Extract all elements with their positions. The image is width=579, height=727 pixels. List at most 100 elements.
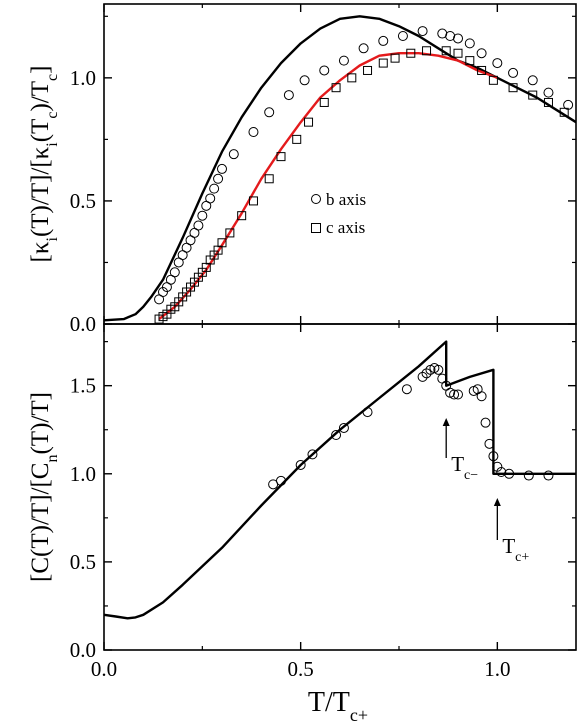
top-square-point bbox=[363, 65, 373, 75]
top-circle-point bbox=[476, 48, 487, 59]
top-circle-point bbox=[417, 26, 428, 37]
bottom-circle-point bbox=[401, 384, 412, 395]
x-axis-label: T/Tc+ bbox=[308, 687, 368, 725]
top-circle-point bbox=[492, 58, 503, 69]
top-circle-point bbox=[217, 163, 227, 174]
top-square-point bbox=[441, 46, 451, 56]
top-square-point bbox=[488, 75, 498, 85]
top-square-point bbox=[453, 48, 463, 58]
top-square-point bbox=[217, 238, 227, 248]
x-tick-label: 0.5 bbox=[288, 657, 314, 681]
top-circle-point bbox=[319, 65, 330, 76]
top-circle-point bbox=[299, 75, 310, 86]
bottom-circle-point bbox=[449, 389, 460, 400]
top-circle-point bbox=[453, 33, 463, 44]
top-circle-point bbox=[283, 90, 294, 101]
top-circle-point bbox=[445, 31, 456, 41]
legend-b-axis-label: b axis bbox=[326, 190, 366, 209]
bottom-panel-frame bbox=[103, 323, 577, 651]
bottom-circle-point bbox=[484, 438, 495, 449]
bottom-circle-point bbox=[433, 364, 444, 375]
top-circle-point bbox=[213, 173, 224, 184]
top-ticks: 0.0 0.5 1.0 bbox=[70, 4, 576, 336]
bottom-circle-point bbox=[307, 449, 318, 460]
top-circle-point bbox=[378, 35, 389, 46]
annotation-arrow-head bbox=[493, 498, 501, 506]
bottom-theory-line bbox=[103, 340, 576, 620]
top-circle-point bbox=[508, 67, 519, 78]
bottom-circle-point bbox=[543, 470, 554, 481]
top-circle-point bbox=[248, 127, 259, 137]
bottom-y-axis-label: [C(T)/T]/[Cn(T)/T] bbox=[27, 392, 61, 582]
top-circle-point bbox=[464, 38, 475, 49]
top-circle-point bbox=[527, 75, 538, 86]
annotation-label-sub: c− bbox=[464, 468, 478, 483]
top-square-point bbox=[508, 83, 518, 93]
bottom-circle-point bbox=[276, 475, 286, 486]
legend-b-axis-marker bbox=[311, 194, 321, 204]
top-circle-point bbox=[197, 210, 208, 221]
bottom-theory-lines bbox=[103, 340, 576, 620]
annotation-label-main: T bbox=[451, 452, 464, 476]
bottom-circle-point bbox=[338, 422, 349, 433]
top-y-tick-label: 1.0 bbox=[70, 66, 96, 90]
top-circle-point bbox=[264, 107, 275, 118]
legend-c-axis-marker bbox=[311, 223, 321, 233]
bottom-circle-point bbox=[492, 461, 503, 472]
annotation-label-sub: c+ bbox=[515, 550, 529, 565]
top-square-point bbox=[331, 83, 341, 93]
bottom-ticks: 0.0 0.5 1.0 1.5 0.0 0.5 1.0 bbox=[70, 324, 576, 681]
top-circle-point bbox=[228, 149, 239, 160]
top-square-point bbox=[465, 56, 475, 66]
top-square-point bbox=[347, 73, 357, 83]
top-circle-point bbox=[338, 55, 349, 66]
top-square-point bbox=[248, 196, 258, 206]
top-square-point bbox=[477, 65, 487, 75]
top-circle-point bbox=[358, 43, 369, 54]
top-square-point bbox=[406, 48, 416, 58]
bottom-y-tick-label: 0.0 bbox=[70, 638, 96, 662]
top-data-markers bbox=[154, 26, 574, 324]
annotation-label-main: T bbox=[502, 534, 515, 558]
annotation-label: Tc− bbox=[451, 452, 478, 483]
top-square-point bbox=[559, 107, 569, 117]
bottom-data-markers bbox=[268, 363, 554, 490]
bottom-y-tick-label: 1.0 bbox=[70, 462, 96, 486]
top-circle-point bbox=[205, 193, 216, 204]
legend-c-axis-label: c axis bbox=[326, 218, 365, 237]
top-circle-point bbox=[437, 28, 448, 39]
bottom-y-tick-label: 1.5 bbox=[70, 374, 96, 398]
bottom-circle-point bbox=[496, 467, 507, 478]
bottom-circle-point bbox=[480, 417, 491, 428]
bottom-circle-point bbox=[504, 468, 515, 479]
top-legend: b axis c axis bbox=[311, 190, 366, 237]
annotation-label: Tc+ bbox=[502, 534, 529, 565]
annotation-arrow-head bbox=[442, 418, 450, 426]
top-circle-point bbox=[543, 87, 554, 98]
top-square-point bbox=[528, 90, 538, 100]
bottom-circle-point bbox=[453, 389, 463, 400]
bottom-annotations: Tc−Tc+ bbox=[442, 418, 529, 565]
top-square-point bbox=[292, 134, 302, 144]
top-y-tick-label: 0.0 bbox=[70, 312, 96, 336]
bottom-circle-point bbox=[488, 451, 499, 462]
top-square-point bbox=[276, 152, 286, 162]
top-square-point bbox=[378, 58, 388, 68]
top-square-point bbox=[543, 97, 553, 107]
top-square-point bbox=[264, 174, 274, 184]
bottom-panel: 0.00.51.01.50.0 0.5 1.0 Tc−Tc+ [C(T)/T]/[C… bbox=[27, 323, 577, 725]
top-circle-point bbox=[209, 183, 220, 194]
bottom-circle-point bbox=[331, 430, 342, 441]
top-square-point bbox=[304, 117, 314, 127]
top-circle-point bbox=[169, 267, 180, 278]
top-square-point bbox=[422, 46, 432, 56]
x-tick-label: 0.0 bbox=[91, 657, 117, 681]
bottom-circle-point bbox=[523, 470, 534, 481]
top-y-axis-label: [κi(T)/T]/[κi(Tc)/Tc] bbox=[27, 66, 61, 263]
top-panel: 0.0 0.5 1.0 b axis c axis [κi(T)/T]/[κi(Tc… bbox=[27, 3, 577, 336]
bottom-y-tick-label: 0.5 bbox=[70, 550, 96, 574]
top-square-point bbox=[225, 228, 235, 238]
top-square-point bbox=[319, 97, 329, 107]
top-circle-point bbox=[193, 220, 204, 231]
